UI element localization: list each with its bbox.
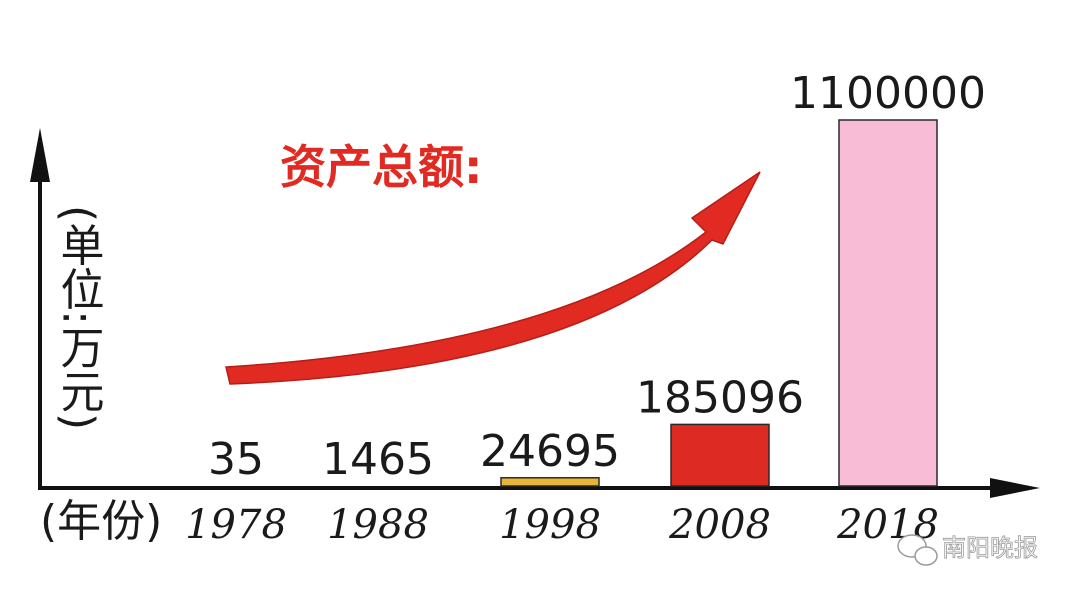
x-tick-1998: 1998 [499, 502, 601, 548]
x-tick-1978: 1978 [185, 502, 287, 548]
value-label-2018: 1100000 [790, 68, 986, 119]
watermark: 南阳晚报 [897, 534, 1038, 566]
chart-title: 资产总额: [280, 140, 482, 194]
y-axis-label: (单位:万元) [53, 205, 104, 430]
value-label-1998: 24695 [480, 426, 620, 477]
watermark-text: 南阳晚报 [942, 534, 1038, 562]
y-axis-arrow [30, 128, 50, 182]
bar-2018 [838, 119, 938, 487]
value-label-1988: 1465 [322, 434, 434, 485]
x-tick-1988: 1988 [327, 502, 429, 548]
value-label-2008: 185096 [636, 372, 804, 423]
x-tick-2008: 2008 [668, 502, 771, 548]
trend-arrow [225, 171, 761, 385]
x-axis-label: (年份) [40, 496, 162, 547]
bar-1998 [500, 477, 600, 487]
value-label-1978: 35 [208, 434, 264, 485]
bar-2008 [670, 423, 770, 487]
x-axis-arrow [990, 478, 1040, 498]
wechat-icon-small [914, 546, 938, 566]
